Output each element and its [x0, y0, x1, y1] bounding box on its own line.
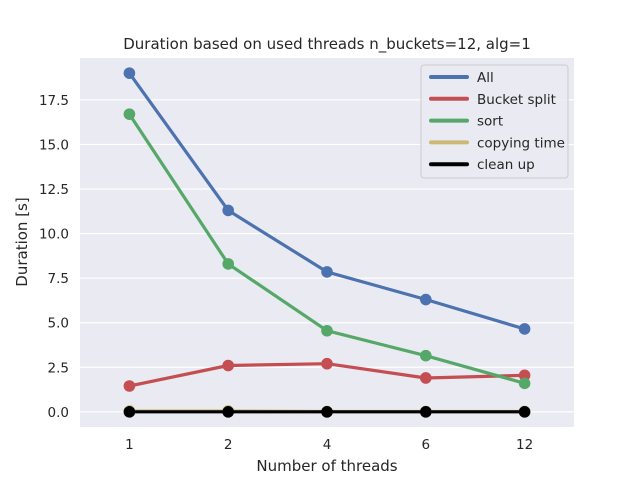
legend-label: Bucket split	[477, 92, 556, 108]
series-clean-up	[123, 406, 531, 418]
data-point	[420, 293, 432, 306]
legend-label: clean up	[477, 157, 535, 173]
data-point	[123, 108, 136, 120]
data-point	[420, 372, 432, 384]
data-point	[518, 323, 531, 335]
x-tick-label: 12	[516, 437, 533, 453]
data-point	[123, 380, 136, 392]
x-axis-label: Number of threads	[256, 457, 397, 475]
legend-label: All	[477, 70, 494, 86]
legend-box	[420, 64, 569, 179]
series-layer	[123, 67, 531, 418]
data-point	[420, 349, 432, 362]
y-axis-label: Duration [s]	[13, 197, 31, 286]
series-sort	[123, 108, 531, 390]
legend: All Bucket split sort copying time clean up	[420, 64, 569, 179]
y-tick-label: 5.0	[48, 316, 69, 332]
data-point	[518, 377, 531, 390]
data-point	[222, 406, 234, 418]
chart-title: Duration based on used threads n_buckets…	[123, 35, 531, 54]
data-point	[123, 67, 136, 79]
x-tick-labels: 1 2 4 6 12	[125, 437, 533, 453]
y-tick-label: 15.0	[39, 137, 69, 153]
x-tick-label: 1	[125, 437, 134, 453]
y-tick-label: 2.5	[48, 360, 69, 376]
x-tick-label: 2	[224, 437, 233, 453]
data-point	[222, 204, 234, 217]
y-tick-label: 0.0	[48, 405, 69, 421]
y-tick-label: 17.5	[39, 93, 69, 109]
series-all	[123, 67, 531, 335]
data-point	[123, 406, 136, 418]
legend-label: sort	[477, 114, 503, 130]
data-point	[222, 258, 234, 270]
y-tick-labels: 0.0 2.5 5.0 7.5 10.0 12.5 15.0 17.5	[39, 93, 69, 421]
y-tick-label: 7.5	[48, 271, 69, 287]
x-tick-label: 4	[323, 437, 332, 453]
data-point	[518, 406, 531, 418]
data-point	[222, 359, 234, 372]
series-bucket-split	[123, 357, 531, 392]
y-tick-label: 10.0	[39, 227, 69, 243]
data-point	[518, 369, 531, 382]
data-point	[420, 406, 432, 418]
legend-label: copying time	[477, 135, 565, 151]
y-tick-label: 12.5	[39, 182, 69, 198]
data-point	[321, 406, 333, 418]
x-tick-label: 6	[422, 437, 431, 453]
data-point	[321, 357, 333, 370]
data-point	[321, 266, 333, 278]
data-point	[321, 324, 333, 337]
